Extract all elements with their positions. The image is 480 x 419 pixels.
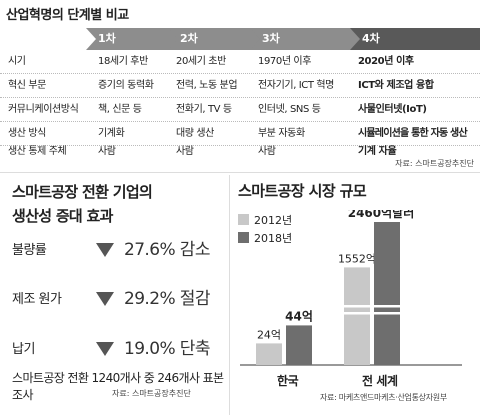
cell: 20세기 초반: [176, 56, 226, 67]
effect-item: 납기 19.0% 단축: [10, 334, 225, 362]
table-row: 커뮤니케이션방식 책, 신문 등 전화기, TV 등 인터넷, SNS 등 사물…: [0, 98, 480, 122]
effect-title-line2: 생산성 증대 효과: [12, 207, 113, 225]
cell: 전력, 노동 분업: [176, 80, 238, 91]
effect-label: 납기: [12, 342, 35, 357]
axis-break-mark: [342, 305, 404, 308]
legend-label: 2018년: [254, 232, 293, 245]
section-divider: [0, 172, 480, 173]
stage-1: 1차: [86, 28, 178, 50]
bar-한국-2012년: [256, 343, 282, 365]
cell: 시뮬레이션을 통한 자동 생산: [358, 128, 468, 139]
table-row: 혁신 부문 증기의 동력화 전력, 노동 분업 전자기기, ICT 혁명 ICT…: [0, 74, 480, 98]
stage-header-blank: [0, 28, 96, 50]
cell: 사람: [258, 146, 276, 157]
down-triangle-icon: [96, 243, 114, 257]
cell: 사람: [176, 146, 194, 157]
row-label: 혁신 부문: [8, 80, 46, 91]
cell: 부분 자동화: [258, 128, 305, 139]
table-row: 시기 18세기 후반 20세기 초반 1970년 이후 2020년 이후: [0, 50, 480, 74]
effect-title: 스마트공장 전환 기업의 생산성 증대 효과: [12, 180, 153, 228]
cell: 2020년 이후: [358, 56, 414, 67]
cell: 대량 생산: [176, 128, 214, 139]
column-divider: [229, 175, 230, 415]
legend-item-2018: 2018년: [238, 230, 292, 246]
cell: 1970년 이후: [258, 56, 312, 67]
axis-break-mark: [342, 312, 404, 315]
row-label: 커뮤니케이션방식: [8, 104, 79, 115]
cell: 인터넷, SNS 등: [258, 104, 321, 115]
table-source: 자료: 스마트공장추진단: [395, 159, 474, 168]
legend-swatch: [238, 232, 249, 243]
cell: 18세기 후반: [98, 56, 148, 67]
table-row: 생산 방식 기계화 대량 생산 부분 자동화 시뮬레이션을 통한 자동 생산: [0, 122, 480, 146]
effect-value: 29.2% 절감: [124, 289, 210, 309]
row-label: 생산 통제 주체: [8, 146, 67, 157]
cell: 전자기기, ICT 혁명: [258, 80, 334, 91]
cell: 책, 신문 등: [98, 104, 142, 115]
chart-title: 스마트공장 시장 규모: [238, 182, 367, 200]
chart-source: 자료: 마케츠앤드마케츠·산업통상자원부: [320, 393, 447, 402]
legend-item-2012: 2012년: [238, 212, 292, 228]
table-row: 생산 통제 주체 사람 사람 사람 기계 자율: [0, 140, 480, 163]
effect-note: 스마트공장 전환 1240개사 중 246개사 표본조사: [12, 371, 224, 402]
market-bar-chart: 24억 44억 1552억 2460억달러: [240, 210, 462, 366]
bar-한국-2018년: [286, 325, 312, 365]
effect-title-line1: 스마트공장 전환 기업의: [12, 183, 153, 201]
effect-value: 19.0% 단축: [124, 339, 210, 359]
cell: 증기의 동력화: [98, 80, 154, 91]
row-label: 시기: [8, 56, 26, 67]
stage-header: 1차 2차 3차 4차: [0, 28, 480, 50]
effect-label: 제조 원가: [12, 292, 62, 307]
cell: ICT와 제조업 융합: [358, 80, 434, 91]
bar-전 세계-2012년: [344, 267, 370, 365]
down-triangle-icon: [96, 342, 114, 356]
down-triangle-icon: [96, 292, 114, 306]
data-label: 24억: [257, 328, 281, 341]
data-label: 2460억달러: [348, 210, 415, 220]
cell: 사람: [98, 146, 116, 157]
x-label-korea: 한국: [277, 374, 299, 388]
row-label: 생산 방식: [8, 128, 46, 139]
effect-source: 자료: 스마트공장추진단: [112, 389, 191, 398]
effect-label: 불량률: [12, 243, 47, 258]
legend-swatch: [238, 214, 249, 225]
cell: 사물인터넷(IoT): [358, 104, 427, 115]
x-label-world: 전 세계: [362, 374, 398, 388]
stage-2: 2차: [168, 28, 260, 50]
page-title: 산업혁명의 단계별 비교: [6, 8, 129, 23]
cell: 기계화: [98, 128, 125, 139]
effect-value: 27.6% 감소: [124, 240, 210, 260]
effect-item: 불량률 27.6% 감소: [10, 235, 225, 263]
stage-3: 3차: [250, 28, 360, 50]
cell: 기계 자율: [358, 146, 397, 157]
cell: 전화기, TV 등: [176, 104, 232, 115]
legend-label: 2012년: [254, 214, 293, 227]
stage-4: 4차: [350, 28, 480, 50]
data-label: 1552억: [338, 252, 376, 265]
bar-전 세계-2018년: [374, 222, 400, 365]
effect-item: 제조 원가 29.2% 절감: [10, 284, 225, 312]
data-label: 44억: [285, 309, 313, 323]
